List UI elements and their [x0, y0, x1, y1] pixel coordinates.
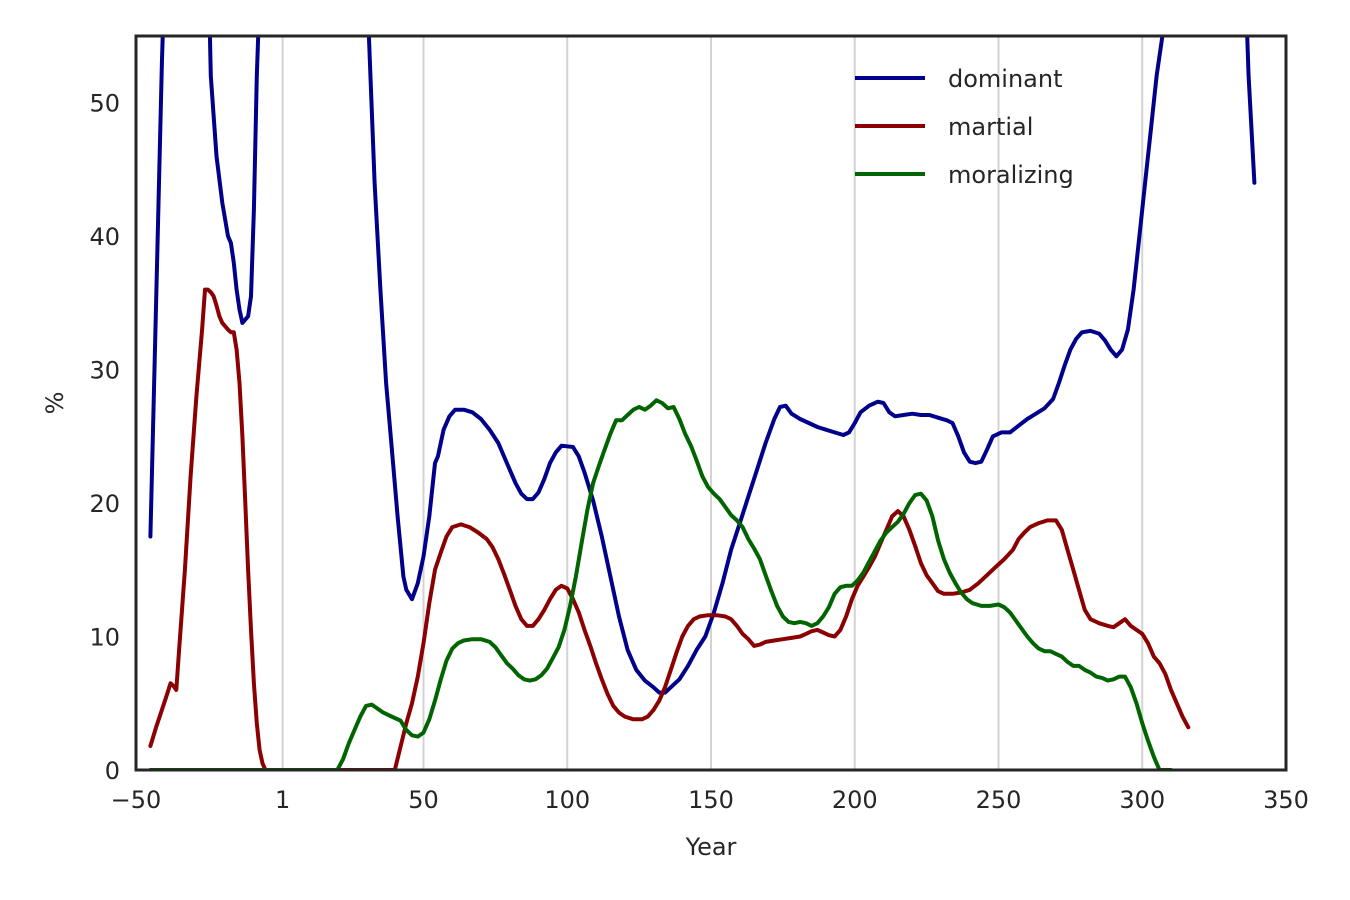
y-tick-label: 30: [89, 357, 120, 385]
legend-label-martial: martial: [948, 113, 1033, 141]
x-axis-label: Year: [685, 833, 737, 861]
y-tick-label: 20: [89, 490, 120, 518]
vertical-grid: [281, 36, 1144, 770]
x-tick-label: 100: [544, 786, 590, 814]
y-tick-label: 50: [89, 90, 120, 118]
legend-label-moralizing: moralizing: [948, 161, 1074, 189]
legend-label-dominant: dominant: [948, 65, 1063, 93]
series-line-moralizing: [148, 398, 1173, 770]
y-tick-label: 10: [89, 624, 120, 652]
plot-frame: [134, 34, 1288, 772]
y-axis-label: %: [41, 392, 69, 415]
series-lines: [148, 36, 1257, 770]
x-axis-ticks: −50 1 50 100 150 200 250 300 350: [111, 786, 1309, 814]
x-tick-label: 350: [1263, 786, 1309, 814]
y-tick-label: 40: [89, 223, 120, 251]
y-tick-label: 0: [105, 757, 120, 785]
series-line-martial: [148, 287, 1191, 770]
x-tick-label: 50: [408, 786, 439, 814]
x-tick-label: 300: [1119, 786, 1165, 814]
x-tick-label: 1: [275, 786, 290, 814]
y-axis-ticks: 0 10 20 30 40 50: [89, 90, 120, 785]
x-tick-label: 250: [976, 786, 1022, 814]
series-line-dominant: [148, 36, 1257, 695]
x-tick-label: 200: [832, 786, 878, 814]
legend: dominant martial moralizing: [855, 65, 1074, 189]
x-tick-label: 150: [688, 786, 734, 814]
x-tick-label: −50: [111, 786, 162, 814]
